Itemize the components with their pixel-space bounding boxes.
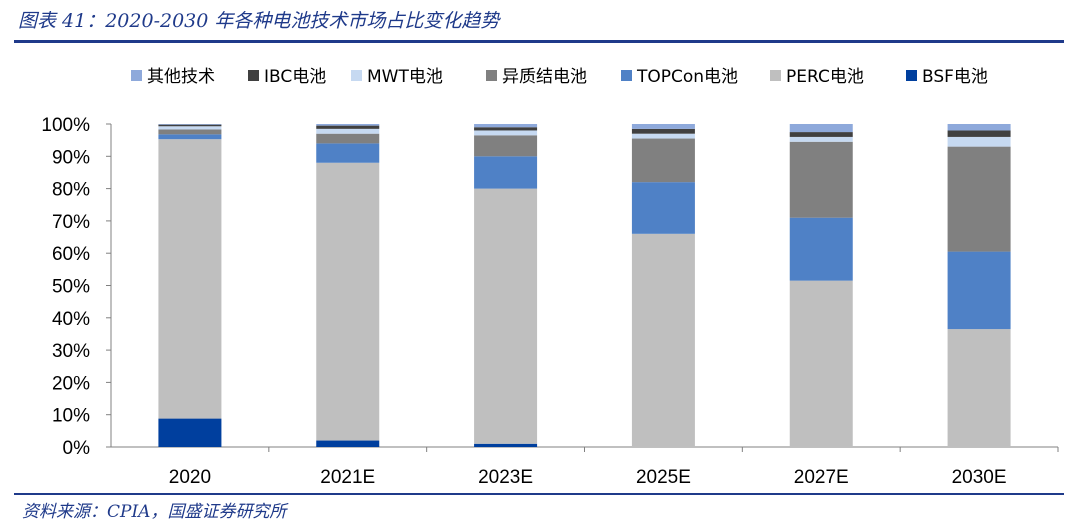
bar-segment [474, 135, 538, 157]
legend-swatch [131, 70, 142, 81]
bar-segment [158, 124, 222, 127]
bar-segment [631, 133, 695, 139]
legend-swatch [906, 70, 917, 81]
bar-segment [158, 139, 222, 419]
bar-segment [158, 134, 222, 140]
bar-segment [158, 418, 222, 447]
legend-label: PERC电池 [786, 67, 864, 87]
y-tick-label: 20% [52, 373, 90, 394]
bar-segment [158, 124, 222, 125]
bars [158, 124, 1011, 447]
y-tick-label: 50% [52, 277, 90, 298]
legend-label: MWT电池 [367, 67, 443, 87]
bar-segment [789, 217, 853, 281]
source-rule [14, 493, 1064, 495]
y-tick-label: 60% [52, 244, 90, 265]
bar-segment [789, 124, 853, 133]
bar-segment [631, 138, 695, 183]
y-tick-label: 100% [41, 115, 90, 136]
legend-label: TOPCon电池 [636, 67, 738, 87]
tick-labels: 0% 10% 20% 30% 40% 50% 60% 70% 80% 90% 100% 2020 202… [41, 115, 1006, 488]
x-tick-label: 2025E [636, 467, 691, 488]
legend-swatch [351, 70, 362, 81]
bar-segment [947, 130, 1011, 137]
x-tick-label: 2030E [952, 467, 1007, 488]
bar-segment [947, 251, 1011, 330]
y-tick-label: 40% [52, 309, 90, 330]
legend-swatch [486, 70, 497, 81]
legend-swatch [248, 70, 259, 81]
figure-source: 资料来源：CPIA，国盛证券研究所 [22, 502, 287, 522]
legend-label: BSF电池 [922, 67, 988, 87]
bar-segment [158, 129, 222, 135]
bar-segment [789, 132, 853, 137]
bar-segment [474, 443, 538, 447]
bar-segment [474, 188, 538, 444]
bar-segment [474, 130, 538, 136]
x-tick-label: 2027E [794, 467, 849, 488]
y-tick-label: 70% [52, 212, 90, 233]
x-tick-label: 2023E [478, 467, 533, 488]
bar-segment [947, 124, 1011, 131]
bar-segment [474, 156, 538, 189]
y-tick-label: 80% [52, 180, 90, 201]
bar-segment [789, 280, 853, 447]
title-rule [14, 40, 1064, 43]
bar-segment [316, 133, 380, 144]
legend-label: 其他技术 [147, 67, 215, 87]
x-tick-label: 2021E [320, 467, 375, 488]
bar-segment [947, 329, 1011, 447]
legend-label: 异质结电池 [502, 67, 587, 87]
y-tick-label: 30% [52, 341, 90, 362]
y-tick-label: 10% [52, 406, 90, 427]
bar-segment [316, 162, 380, 441]
bar-segment [316, 143, 380, 163]
bar-segment [474, 127, 538, 131]
y-tick-label: 90% [52, 147, 90, 168]
y-tick-label: 0% [63, 438, 91, 459]
bar-segment [316, 125, 380, 129]
bar-segment [631, 128, 695, 134]
bar-segment [789, 141, 853, 218]
axes [106, 123, 1059, 452]
x-tick-label: 2020 [169, 467, 211, 488]
bar-segment [316, 440, 380, 447]
bar-segment [316, 124, 380, 126]
bar-segment [316, 128, 380, 134]
legend-label: IBC电池 [264, 67, 326, 87]
bar-segment [631, 182, 695, 234]
legend-swatch [770, 70, 781, 81]
legend-swatch [621, 70, 632, 81]
legend: 其他技术 IBC电池 MWT电池 异质结电池 TOPCon电池 PERC电池 BSF电池 [131, 67, 988, 87]
bar-segment [631, 233, 695, 447]
bar-segment [947, 136, 1011, 147]
bar-segment [789, 136, 853, 142]
bar-segment [474, 124, 538, 128]
bar-segment [947, 146, 1011, 252]
figure-title: 图表 41：2020-2030 年各种电池技术市场占比变化趋势 [18, 10, 500, 32]
bar-segment [158, 126, 222, 130]
bar-segment [631, 124, 695, 129]
